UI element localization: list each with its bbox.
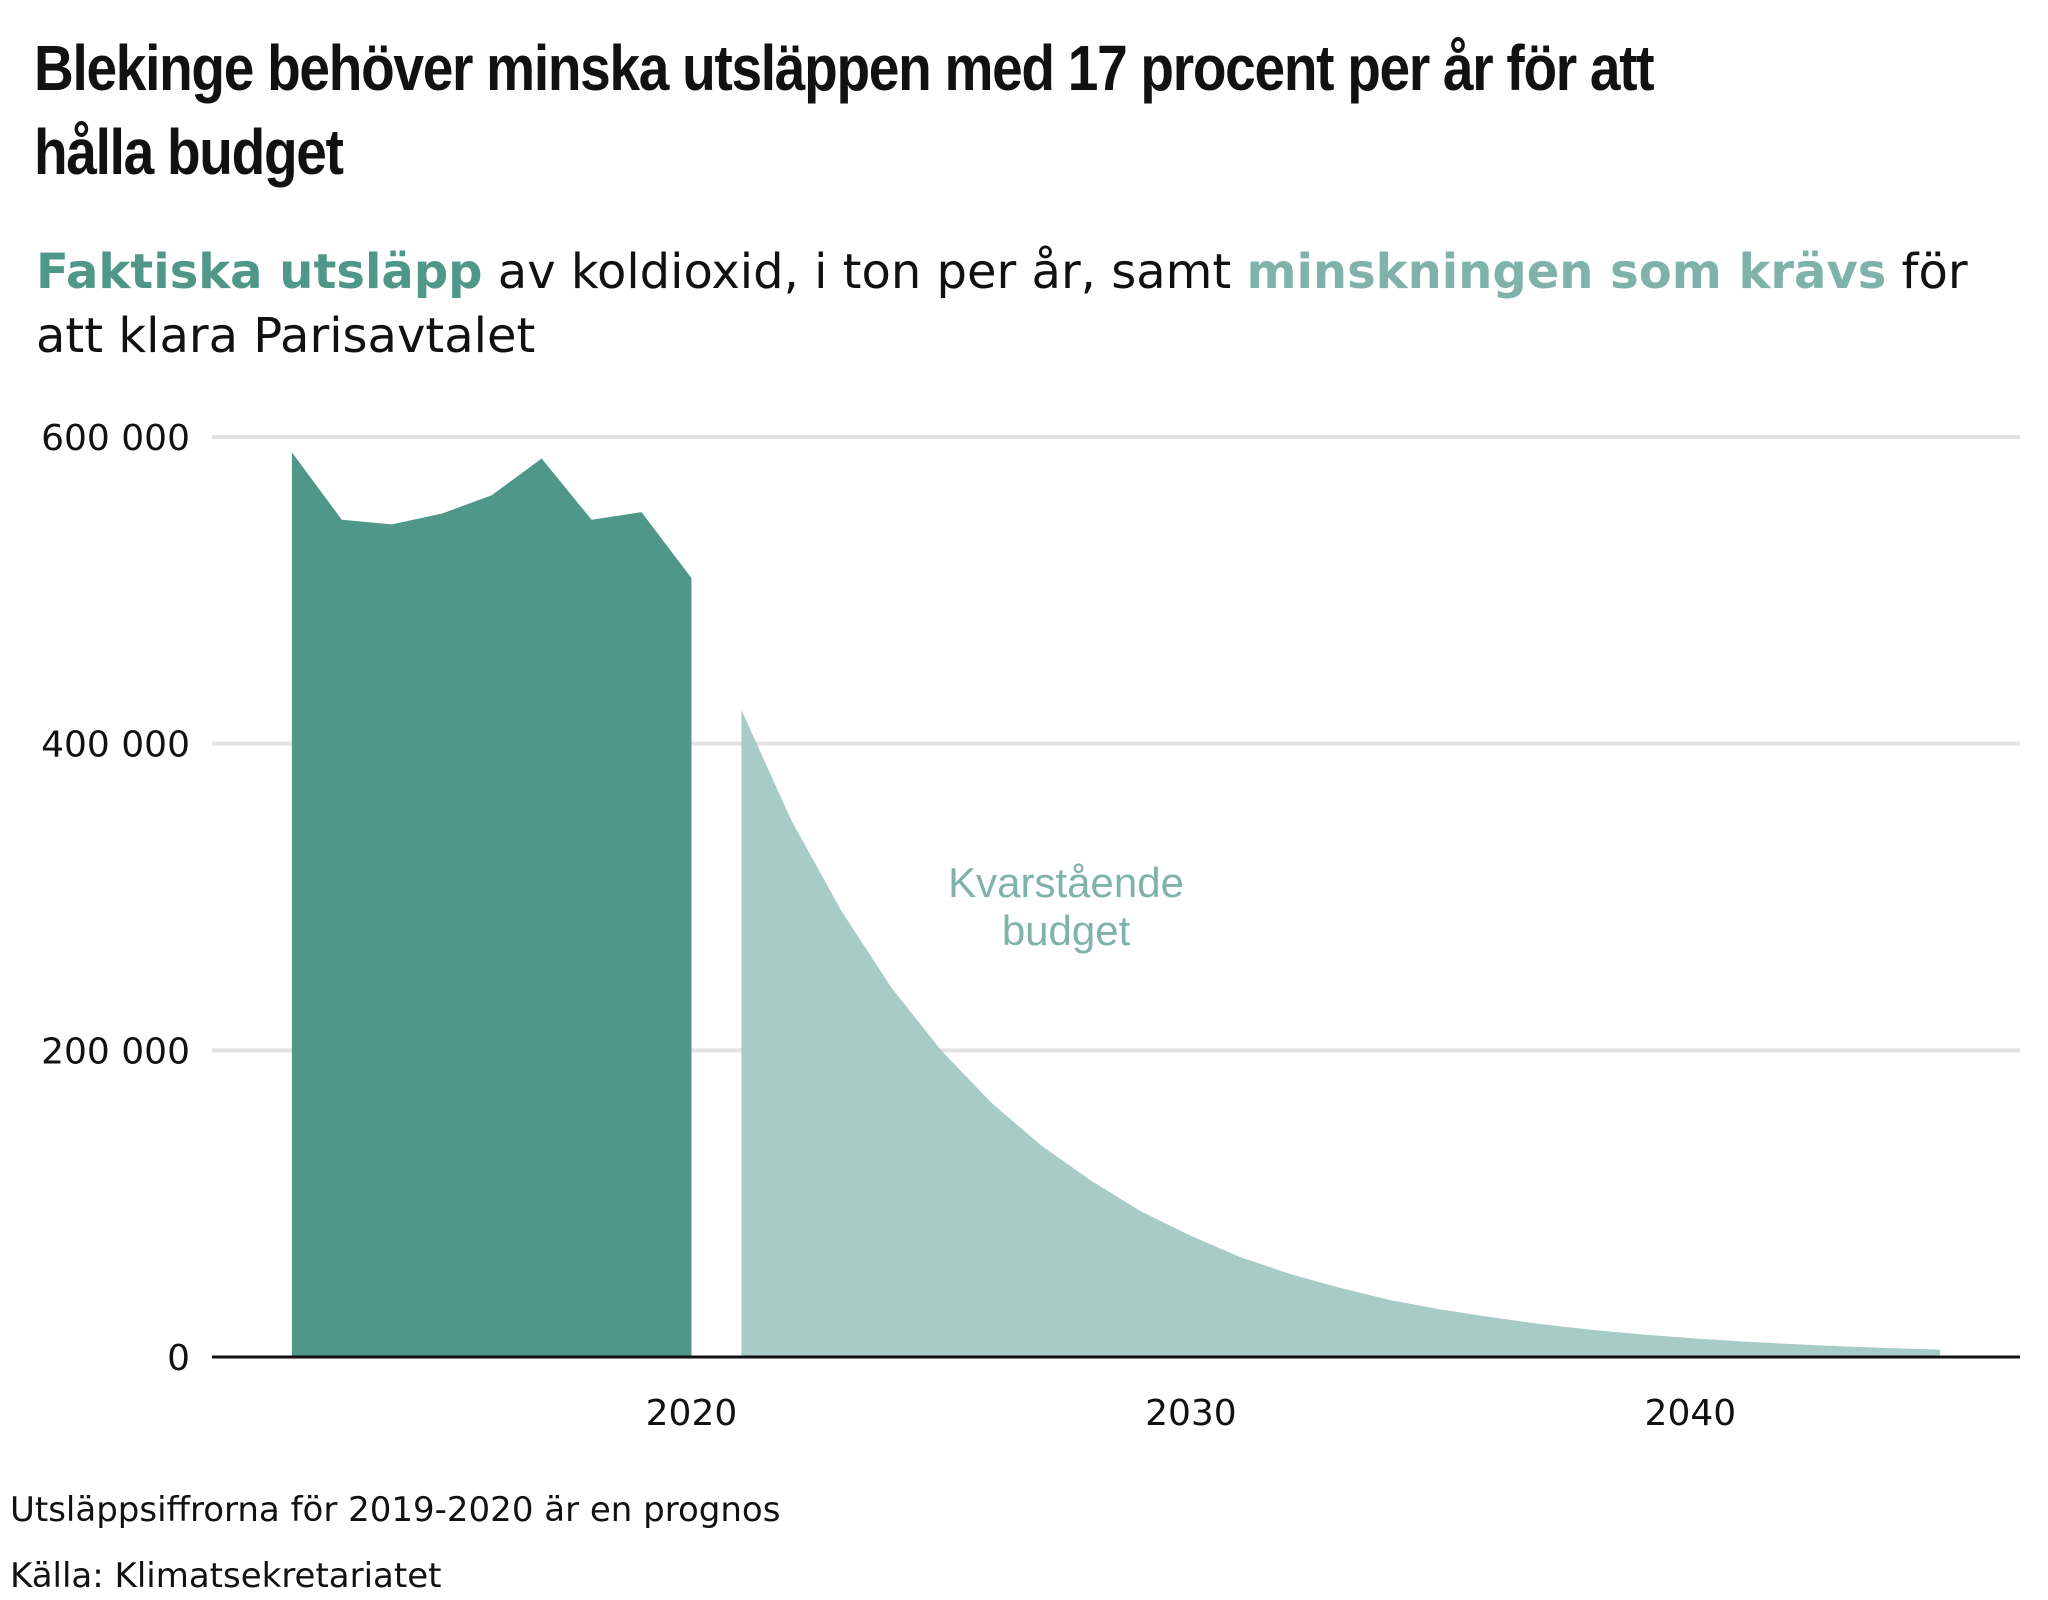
- source-note: Källa: Klimatsekretariatet: [10, 1556, 442, 1596]
- footnote: Utsläppsiffrorna för 2019-2020 är en pro…: [10, 1490, 781, 1530]
- area-actual-emissions: [291, 452, 692, 1357]
- tick-labels: 0 200 000 400 000 600 000 2020 2030 2040: [41, 418, 1736, 1434]
- annotation-remaining-budget: budget: [1002, 907, 1131, 954]
- legend-actual-emissions: Faktiska utsläpp: [36, 244, 483, 300]
- x-tick-label: 2020: [646, 1393, 738, 1434]
- x-tick-label: 2030: [1145, 1393, 1237, 1434]
- y-tick-label: 200 000: [41, 1031, 190, 1072]
- area-required-reduction: [741, 709, 1941, 1357]
- chart-subtitle: Faktiska utsläpp av koldioxid, i ton per…: [36, 240, 1996, 368]
- y-tick-label: 600 000: [41, 418, 190, 459]
- y-tick-label: 400 000: [41, 725, 190, 766]
- subtitle-text-2: för att klara Parisavtalet: [36, 244, 1968, 364]
- area-series: [291, 452, 1941, 1357]
- y-tick-label: 0: [167, 1338, 190, 1379]
- x-tick-label: 2040: [1645, 1393, 1737, 1434]
- subtitle-text-1: av koldioxid, i ton per år, samt: [482, 244, 1247, 300]
- annotation-remaining-budget: Kvarstående: [948, 859, 1184, 906]
- chart-title: Blekinge behöver minska utsläppen med 17…: [34, 32, 1655, 188]
- legend-required-reduction: minskningen som krävs: [1246, 244, 1887, 300]
